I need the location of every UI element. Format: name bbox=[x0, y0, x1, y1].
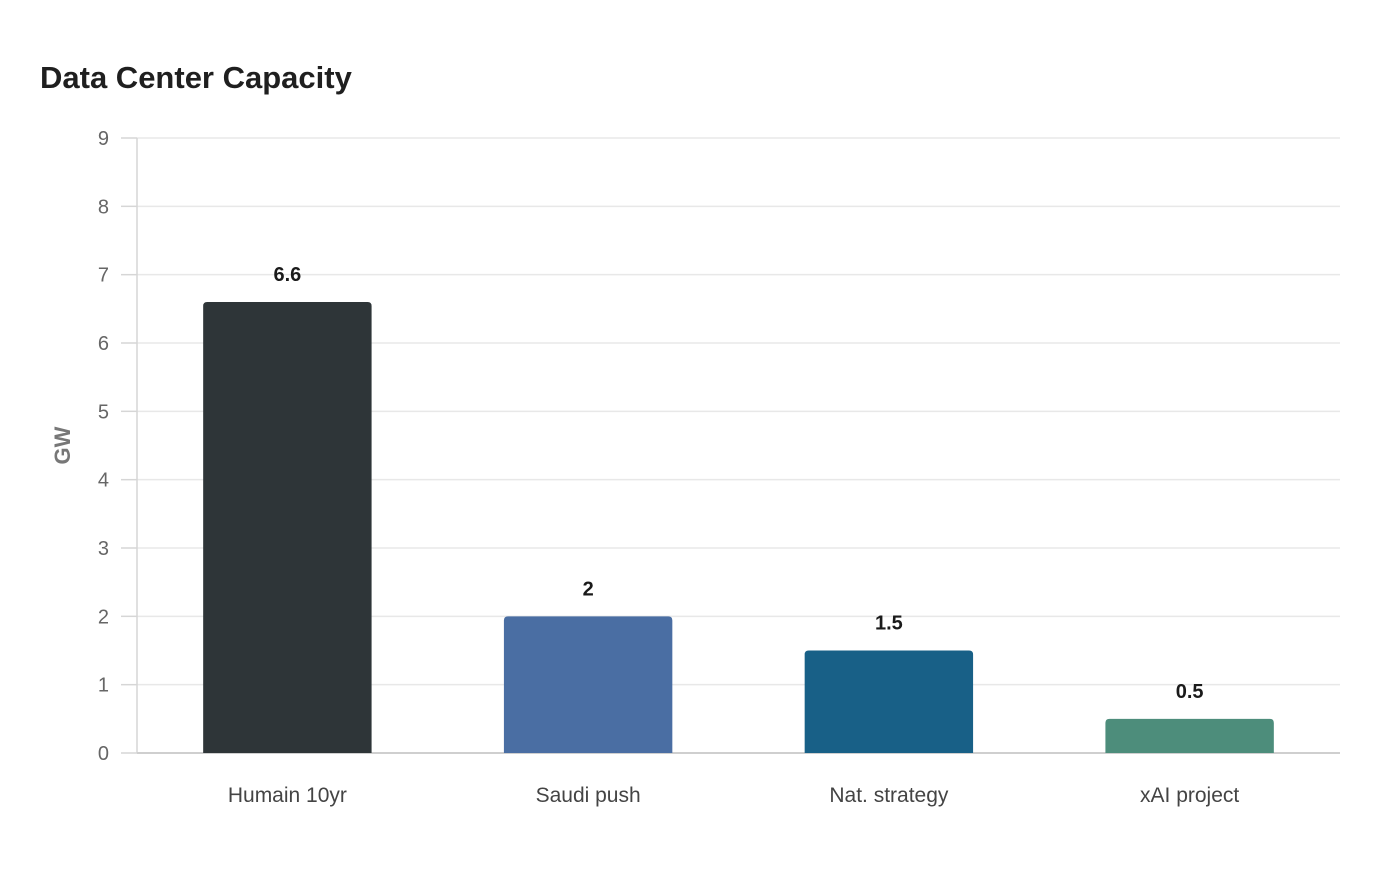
y-tick-label: 4 bbox=[98, 470, 109, 492]
y-tick-label: 2 bbox=[98, 606, 109, 628]
x-tick-labels: Humain 10yr Saudi push Nat. strategy xAI pr… bbox=[228, 784, 1240, 807]
x-tick-label: Saudi push bbox=[536, 784, 641, 807]
y-tick-label: 1 bbox=[98, 675, 109, 697]
y-tick-label: 8 bbox=[98, 196, 109, 218]
bar bbox=[503, 616, 673, 753]
x-tick-label: xAI project bbox=[1140, 784, 1239, 807]
bar bbox=[804, 650, 974, 753]
y-tick-labels: 0 1 2 3 4 5 6 7 8 9 bbox=[98, 128, 109, 765]
y-tick-label: 0 bbox=[98, 743, 109, 765]
data-label: 1.5 bbox=[875, 613, 903, 635]
bar bbox=[1105, 718, 1274, 753]
x-tick-label: Nat. strategy bbox=[829, 784, 949, 807]
y-tick-label: 7 bbox=[98, 265, 109, 287]
data-label: 2 bbox=[583, 578, 594, 600]
chart-title: Data Center Capacity bbox=[40, 60, 352, 95]
data-label: 6.6 bbox=[273, 264, 301, 286]
y-axis-title: GW bbox=[50, 426, 75, 464]
data-labels: 6.6 2 1.5 0.5 bbox=[273, 264, 1203, 703]
y-tick-label: 6 bbox=[98, 333, 109, 355]
y-tick-label: 3 bbox=[98, 538, 109, 560]
x-tick-label: Humain 10yr bbox=[228, 784, 347, 807]
y-tick-label: 5 bbox=[98, 401, 109, 423]
data-label: 0.5 bbox=[1176, 681, 1204, 703]
y-tick-label: 9 bbox=[98, 128, 109, 150]
bar bbox=[203, 302, 372, 753]
bars bbox=[203, 302, 1274, 753]
